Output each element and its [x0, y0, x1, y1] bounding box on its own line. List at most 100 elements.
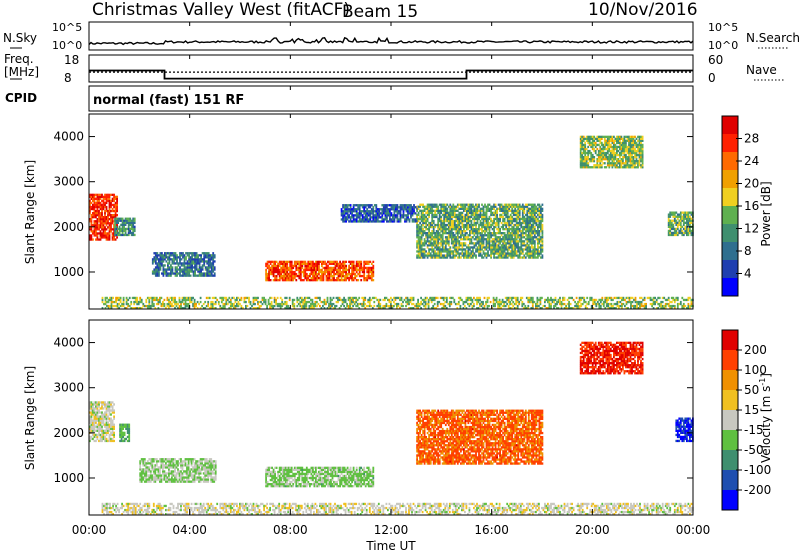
heatmap-cell	[148, 304, 151, 308]
heatmap-cell	[93, 224, 96, 227]
heatmap-cell	[503, 228, 506, 231]
heatmap-cell	[110, 307, 113, 310]
heatmap-cell	[475, 203, 477, 206]
heatmap-cell	[105, 216, 108, 219]
heatmap-cell	[290, 264, 293, 268]
heatmap-cell	[482, 234, 485, 237]
heatmap-cell	[584, 156, 587, 159]
heatmap-cell	[497, 244, 500, 247]
heatmap-cell	[623, 145, 626, 149]
heatmap-cell	[449, 205, 452, 208]
heatmap-cell	[600, 158, 603, 161]
heatmap-cell	[538, 232, 541, 235]
heatmap-cell	[168, 304, 170, 308]
heatmap-cell	[192, 304, 194, 308]
heatmap-cell	[300, 298, 303, 302]
heatmap-cell	[284, 260, 287, 263]
heatmap-cell	[455, 205, 458, 208]
heatmap-cell	[153, 272, 156, 275]
heatmap-cell	[486, 307, 489, 310]
heatmap-cell	[180, 304, 182, 308]
heatmap-cell	[422, 205, 424, 208]
heatmap-cell	[101, 226, 103, 229]
heatmap-cell	[128, 304, 131, 308]
heatmap-cell	[185, 266, 187, 269]
heatmap-cell	[590, 296, 593, 300]
heatmap-cell	[114, 195, 117, 198]
heatmap-cell	[203, 272, 206, 275]
heatmap-cell	[93, 201, 96, 205]
heatmap-cell	[550, 302, 552, 306]
heatmap-cell	[209, 260, 212, 263]
heatmap-cell	[95, 222, 97, 225]
heatmap-cell	[594, 145, 597, 149]
heatmap-cell	[416, 215, 418, 219]
heatmap-cell	[145, 300, 148, 304]
heatmap-cell	[481, 225, 483, 229]
heatmap-cell	[646, 296, 649, 300]
heatmap-cell	[479, 234, 482, 237]
heatmap-cell	[270, 307, 273, 310]
heatmap-cell	[432, 296, 435, 300]
heatmap-cell	[408, 302, 410, 306]
heatmap-cell	[182, 268, 184, 271]
heatmap-cell	[605, 147, 608, 151]
heatmap-cell	[608, 149, 611, 153]
heatmap-cell	[523, 219, 526, 223]
heatmap-cell	[417, 230, 420, 233]
heatmap-cell	[521, 244, 524, 247]
heatmap-cell	[613, 143, 615, 147]
heatmap-cell	[360, 264, 363, 268]
heatmap-cell	[113, 195, 115, 198]
heatmap-cell	[281, 274, 284, 278]
heatmap-cell	[364, 296, 367, 300]
heatmap-cell	[360, 268, 363, 272]
heatmap-cell	[463, 230, 465, 233]
heatmap-cell	[455, 219, 458, 223]
heatmap-cell	[108, 201, 111, 205]
heatmap-cell	[174, 262, 177, 265]
heatmap-cell	[90, 234, 93, 237]
heatmap-cell	[530, 252, 533, 255]
heatmap-cell	[166, 296, 169, 300]
heatmap-cell	[617, 145, 620, 149]
heatmap-cell	[95, 232, 97, 235]
heatmap-cell	[110, 214, 112, 217]
heatmap-cell	[210, 268, 213, 271]
heatmap-cell	[469, 209, 471, 212]
heatmap-cell	[487, 232, 489, 235]
heatmap-cell	[590, 166, 593, 169]
heatmap-cell	[129, 219, 132, 222]
heatmap-cell	[189, 270, 192, 273]
heatmap-cell	[540, 223, 542, 227]
heatmap-cell	[322, 272, 325, 276]
heatmap-cell	[464, 304, 466, 308]
heatmap-cell	[99, 212, 102, 215]
heatmap-cell	[467, 219, 470, 223]
heatmap-cell	[345, 270, 347, 274]
heatmap-cell	[113, 197, 115, 200]
heatmap-cell	[90, 224, 93, 227]
heatmap-cell	[136, 296, 139, 300]
heatmap-cell	[508, 217, 511, 221]
heatmap-cell	[529, 211, 532, 214]
heatmap-cell	[340, 274, 343, 278]
heatmap-cell	[116, 199, 118, 203]
heatmap-cell	[539, 307, 542, 310]
heatmap-cell	[652, 300, 655, 304]
heatmap-cell	[476, 236, 479, 239]
heatmap-cell	[95, 226, 97, 229]
heatmap-cell	[182, 254, 184, 257]
heatmap-cell	[579, 156, 582, 159]
heatmap-cell	[419, 205, 421, 208]
heatmap-cell	[508, 205, 511, 208]
heatmap-cell	[486, 304, 489, 308]
heatmap-cell	[273, 298, 276, 302]
heatmap-cell	[416, 234, 418, 237]
heatmap-cell	[620, 141, 623, 145]
cpid-text: normal (fast) 151 RF	[93, 93, 244, 108]
heatmap-cell	[278, 302, 281, 306]
heatmap-cell	[532, 250, 535, 253]
heatmap-cell	[195, 266, 198, 269]
heatmap-cell	[453, 242, 456, 245]
